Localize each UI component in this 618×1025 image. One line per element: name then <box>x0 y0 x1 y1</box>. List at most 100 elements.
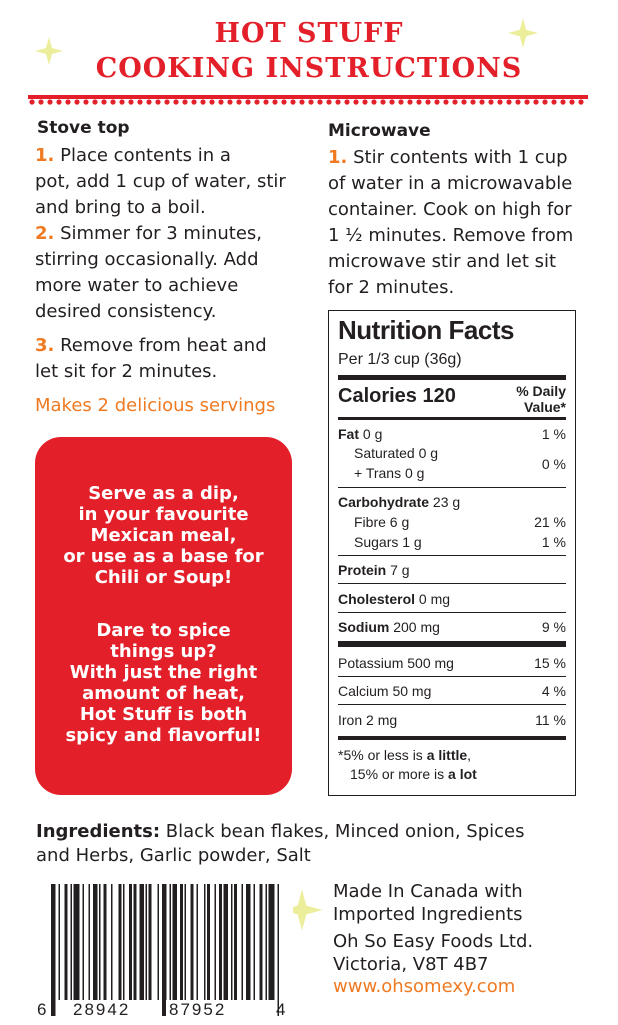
promo-line: or use as a base for <box>63 546 264 567</box>
divider-bead <box>29 99 35 105</box>
divider-bead <box>290 99 296 105</box>
origin-line: Imported Ingredients <box>333 904 523 925</box>
barcode-bar <box>64 884 68 1000</box>
footnote-text: *5% or less is <box>338 747 427 763</box>
step-number: 1. <box>35 145 55 166</box>
thin-rule <box>338 676 566 677</box>
promo-line: Serve as a dip, <box>88 483 239 504</box>
divider-bead <box>506 99 512 105</box>
barcode-bar <box>123 884 125 1000</box>
nutrient-row-carbohydrate: Carbohydrate 23 g <box>338 494 566 510</box>
title-divider <box>28 95 588 105</box>
nutrient-label: Fibre 6 g <box>354 514 410 530</box>
nutrient-label: Potassium 500 mg <box>338 655 454 671</box>
barcode-bar <box>103 884 107 1000</box>
divider-bead <box>218 99 224 105</box>
divider-bead <box>380 99 386 105</box>
nutrient-label: Fat <box>338 426 359 442</box>
divider-bead <box>128 99 134 105</box>
divider-bead <box>263 99 269 105</box>
nutrient-label: Cholesterol <box>338 591 416 607</box>
footnote-line-2: 15% or more is a lot <box>338 766 566 782</box>
nutrient-label: Calcium 50 mg <box>338 683 432 699</box>
promo-paragraph-2: Dare to spice things up? With just the r… <box>35 620 292 746</box>
divider-bead <box>452 99 458 105</box>
divider-bead <box>560 99 566 105</box>
divider-bead <box>245 99 251 105</box>
barcode-bar <box>82 884 84 1000</box>
divider-bead <box>362 99 368 105</box>
thin-rule <box>338 704 566 705</box>
divider-bead <box>470 99 476 105</box>
promo-line: Dare to spice <box>96 620 231 641</box>
divider-bead <box>488 99 494 105</box>
step-number: 3. <box>35 335 55 356</box>
company-address: Oh So Easy Foods Ltd. Victoria, V8T 4B7 <box>333 930 533 976</box>
barcode-digits-right: 87952 <box>166 1000 230 1020</box>
barcode-bar <box>246 884 251 1000</box>
nutrient-row-protein: Protein 7 g <box>338 562 566 578</box>
nutrient-row-fat: Fat 0 g 1 % <box>338 426 566 442</box>
dv-header-line: Value* <box>523 399 566 415</box>
step-number: 1. <box>328 147 348 168</box>
step-text: microwave stir and let sit <box>328 251 557 272</box>
step-text: let sit for 2 minutes. <box>35 361 218 382</box>
step-number: 2. <box>35 223 55 244</box>
barcode-bar <box>58 884 60 1000</box>
divider-bead <box>92 99 98 105</box>
step-2: 2. Simmer for 3 minutes, <box>35 221 325 247</box>
barcode-bar <box>70 884 72 1000</box>
nutrient-row-saturated: Saturated 0 g <box>354 445 439 461</box>
thin-rule <box>338 555 566 556</box>
divider-bead <box>200 99 206 105</box>
ingredients: Ingredients: Black bean flakes, Minced o… <box>36 820 606 868</box>
calories: Calories 120 <box>338 385 456 407</box>
divider-bead <box>281 99 287 105</box>
divider-bead <box>335 99 341 105</box>
divider-bead <box>371 99 377 105</box>
divider-bead <box>47 99 53 105</box>
barcode-bar <box>265 884 267 1000</box>
nutrient-row-trans: + Trans 0 g <box>354 465 425 481</box>
website-link[interactable]: www.ohsomexy.com <box>333 976 516 997</box>
nutrient-row-sugars: Sugars 1 g 1 % <box>338 534 566 550</box>
nutrient-row-sodium: Sodium 200 mg 9 % <box>338 619 566 635</box>
daily-value-header: % Daily Value* <box>338 383 566 415</box>
promo-line: spicy and flavorful! <box>65 725 262 746</box>
promo-line: in your favourite <box>78 504 249 525</box>
nutrient-amount: 200 mg <box>393 619 440 635</box>
barcode-digits-left: 28942 <box>70 1000 134 1020</box>
ingredients-text: and Herbs, Garlic powder, Salt <box>36 845 311 866</box>
step-text: Simmer for 3 minutes, <box>54 223 263 244</box>
step-text: Stir contents with 1 cup <box>347 147 568 168</box>
divider-bead <box>524 99 530 105</box>
nutrient-dv: 1 % <box>541 426 566 442</box>
promo-line: things up? <box>110 641 217 662</box>
promo-line: With just the right <box>69 662 258 683</box>
barcode-bar <box>196 884 198 1000</box>
barcode-bar <box>169 884 171 1000</box>
divider-bead <box>389 99 395 105</box>
nutrient-row-calcium: Calcium 50 mg 4 % <box>338 683 566 699</box>
barcode-bar <box>93 884 98 1000</box>
promo-line: amount of heat, <box>82 683 245 704</box>
step-text: more water to achieve <box>35 275 239 296</box>
barcode-bar <box>148 884 152 1000</box>
divider-bead <box>317 99 323 105</box>
nutrient-amount: 7 g <box>390 562 410 578</box>
nutrient-dv: 0 % <box>541 456 566 472</box>
divider-bead <box>173 99 179 105</box>
step-1: 1. Place contents in a <box>35 143 325 169</box>
divider-bead <box>83 99 89 105</box>
nutrient-label: Sodium <box>338 619 390 635</box>
barcode-bar <box>277 884 279 1016</box>
step-text: and bring to a boil. <box>35 197 206 218</box>
footnote-emphasis: a little <box>426 747 468 763</box>
divider-bead <box>146 99 152 105</box>
divider-bead <box>542 99 548 105</box>
nutrient-dv: 4 % <box>541 683 566 699</box>
divider-bead <box>434 99 440 105</box>
company-name: Oh So Easy Foods Ltd. <box>333 931 534 952</box>
nutrient-amount: 0 mg <box>418 591 451 607</box>
barcode-bar <box>253 884 255 1000</box>
